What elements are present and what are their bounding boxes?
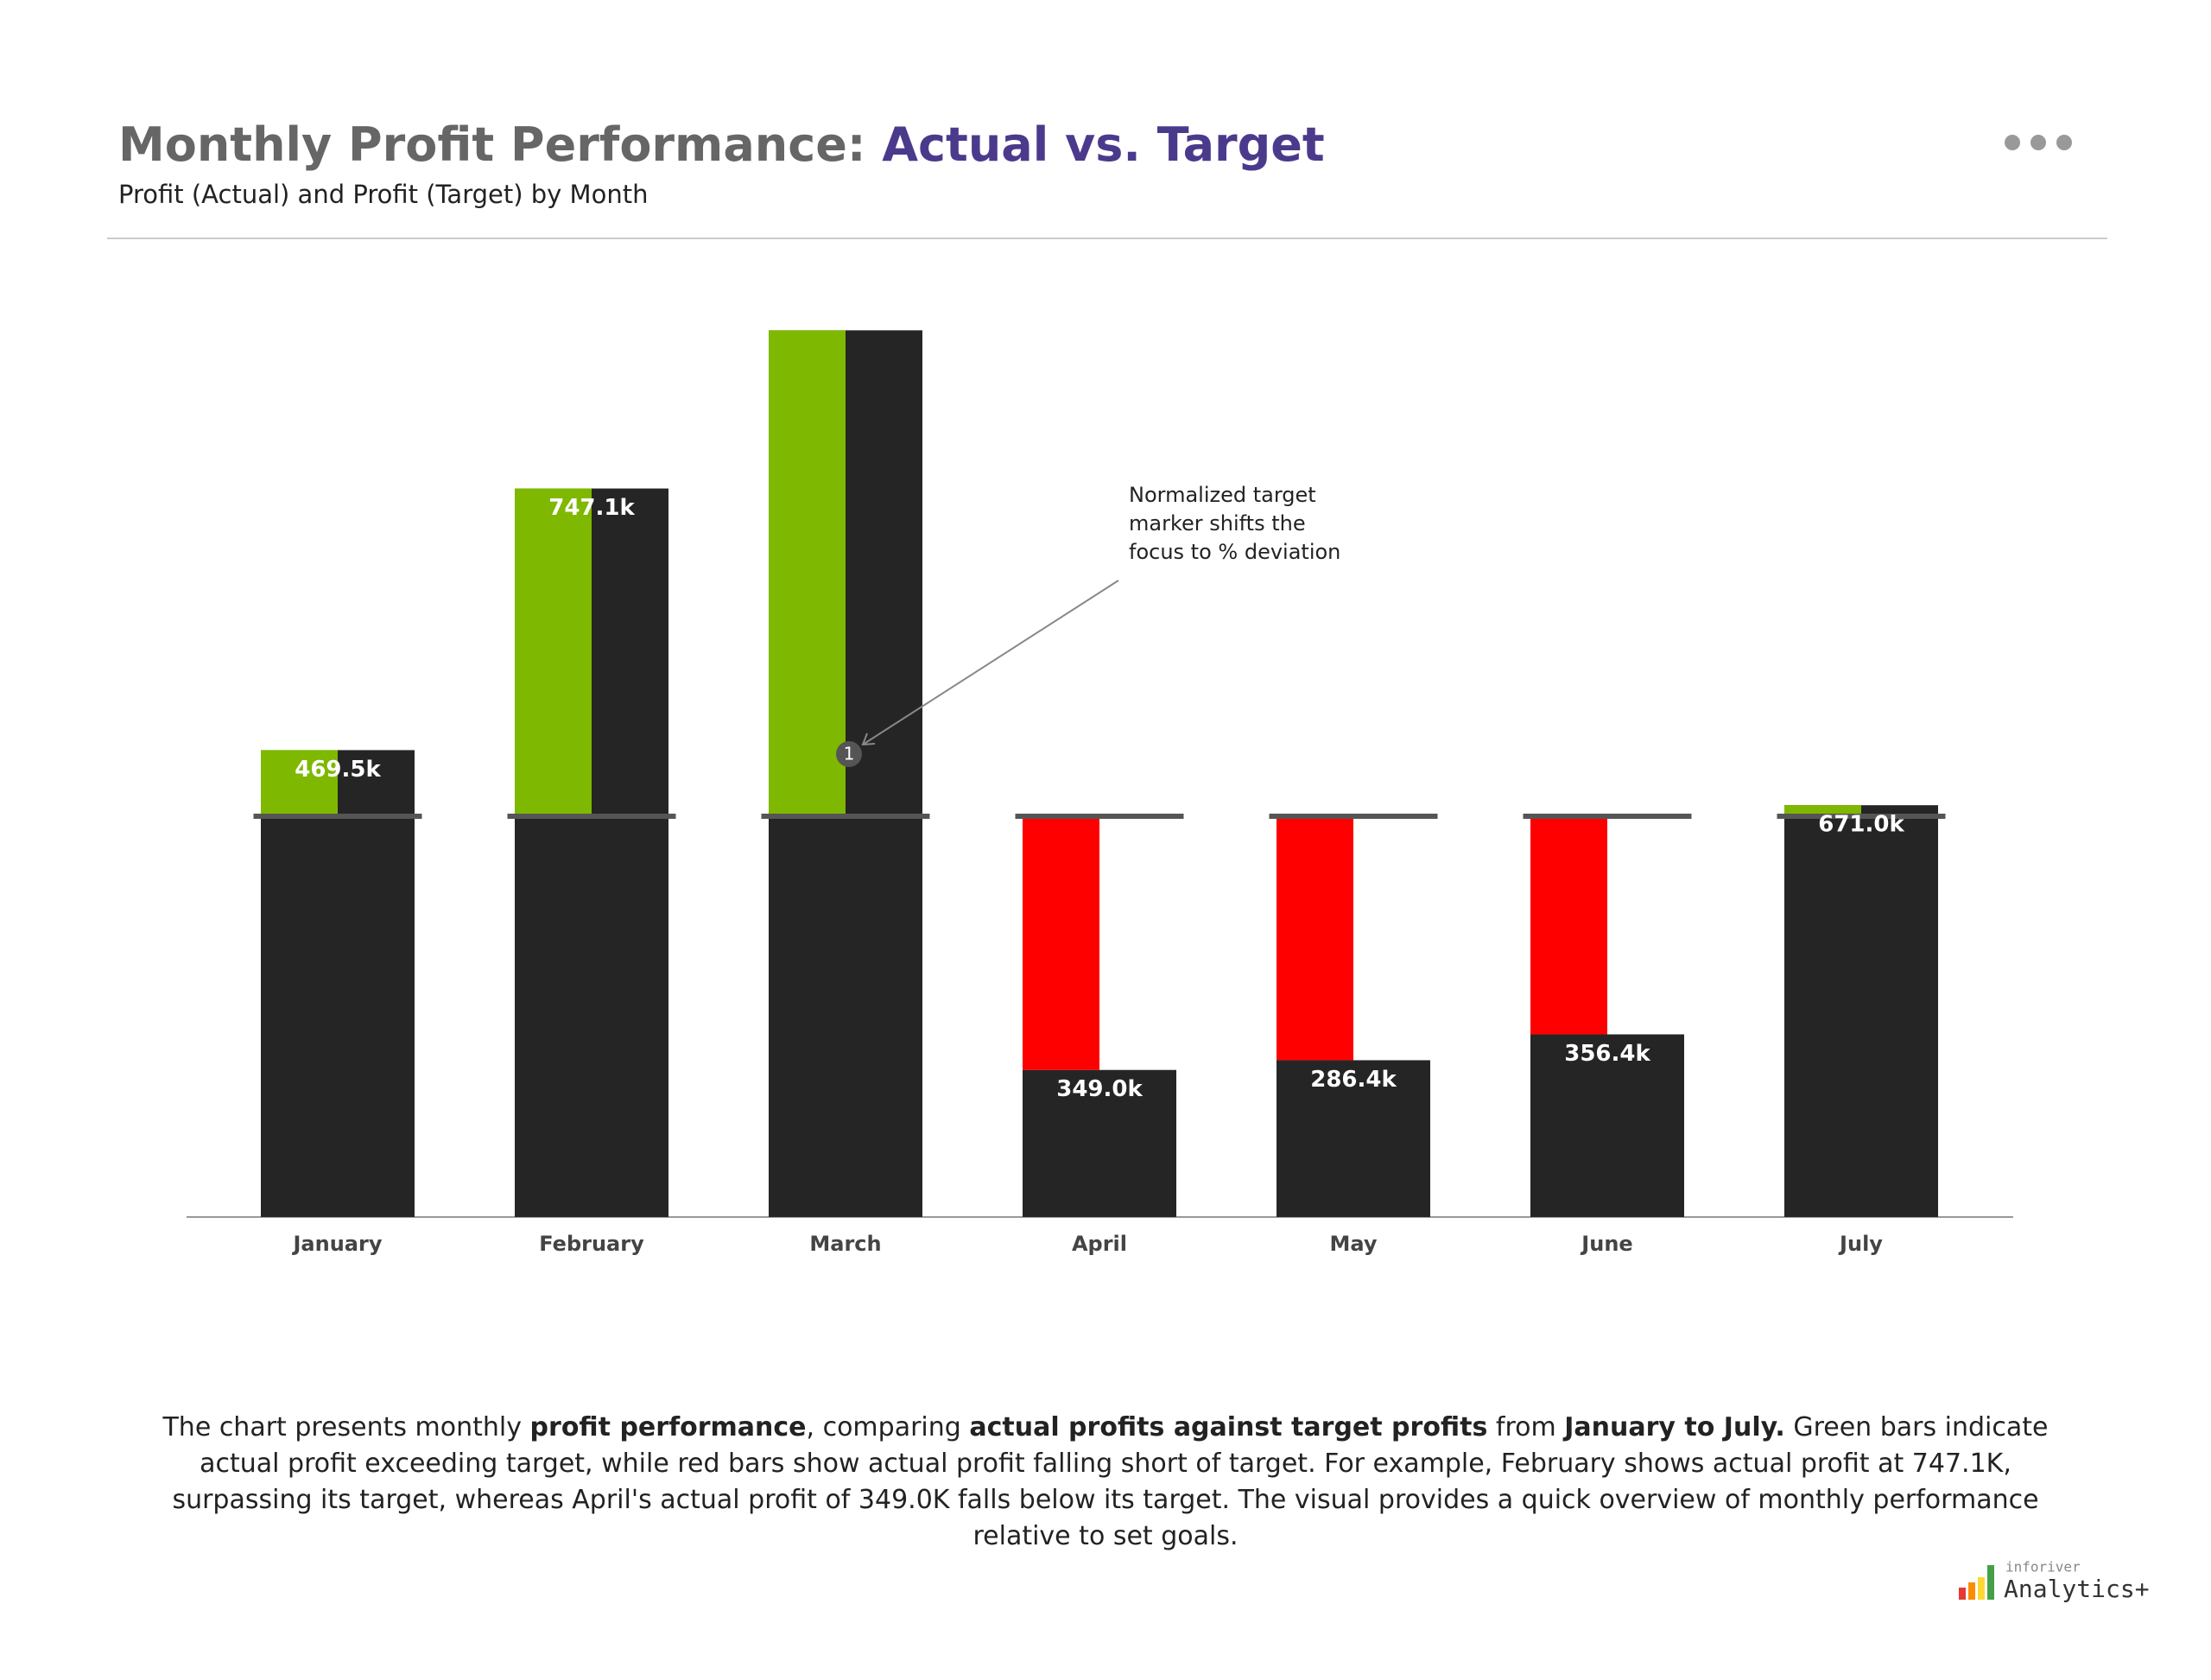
value-label: 747.1k	[548, 495, 635, 521]
description-segment: The chart presents monthly	[162, 1412, 530, 1442]
description: The chart presents monthly profit perfor…	[130, 1410, 2081, 1555]
annotation-arrowhead	[861, 732, 876, 746]
x-tick-label: March	[809, 1232, 881, 1256]
actual-bar	[1784, 805, 1938, 1217]
variance-bar	[769, 330, 846, 816]
description-segment: profit performance	[529, 1412, 807, 1442]
x-tick-label: April	[1072, 1232, 1127, 1256]
description-segment: Green bars indicate actual profit exceed…	[172, 1412, 2049, 1551]
actual-bar	[1530, 1034, 1684, 1217]
variance-bar	[1784, 805, 1861, 816]
actual-bar	[1023, 1069, 1176, 1217]
subtitle: Profit (Actual) and Profit (Target) by M…	[118, 180, 649, 209]
description-segment: from	[1487, 1412, 1565, 1442]
x-tick-label: June	[1580, 1232, 1632, 1256]
description-segment: , comparing	[806, 1412, 970, 1442]
actual-bar	[261, 750, 415, 1217]
value-label: 356.4k	[1564, 1041, 1650, 1067]
variance-bar	[261, 750, 338, 816]
value-label: 349.0k	[1056, 1076, 1143, 1102]
logo-icon	[1959, 1565, 1994, 1600]
title: Monthly Profit Performance: Actual vs. T…	[118, 117, 1325, 172]
description-segment: January to July.	[1564, 1412, 1785, 1442]
logo-brand: inforiver	[2005, 1559, 2081, 1575]
annotation-marker-label: 1	[844, 744, 855, 764]
annotation-arrow	[862, 580, 1119, 745]
x-tick-label: January	[292, 1232, 383, 1256]
variance-bar	[515, 488, 592, 816]
annotation-marker	[836, 741, 862, 767]
actual-bar	[1277, 1060, 1430, 1217]
annotation-text: Normalized target	[1129, 483, 1316, 507]
x-tick-label: July	[1838, 1232, 1883, 1256]
more-menu[interactable]	[2005, 135, 2072, 150]
title-highlight: Actual vs. Target	[882, 117, 1325, 172]
variance-bar	[1023, 816, 1099, 1070]
title-main: Monthly Profit Performance:	[118, 117, 866, 172]
value-label: 671.0k	[1818, 812, 1904, 838]
description-segment: actual profits against target profits	[969, 1412, 1488, 1442]
variance-bar	[1530, 816, 1607, 1035]
annotation-text: focus to % deviation	[1129, 540, 1340, 564]
logo-product: Analytics+	[2004, 1575, 2150, 1603]
value-label: 469.5k	[295, 757, 381, 783]
x-tick-label: February	[539, 1232, 644, 1256]
annotation-text: marker shifts the	[1129, 511, 1306, 536]
variance-bar	[1277, 816, 1353, 1061]
x-tick-label: May	[1330, 1232, 1378, 1256]
value-label: 286.4k	[1310, 1067, 1397, 1093]
